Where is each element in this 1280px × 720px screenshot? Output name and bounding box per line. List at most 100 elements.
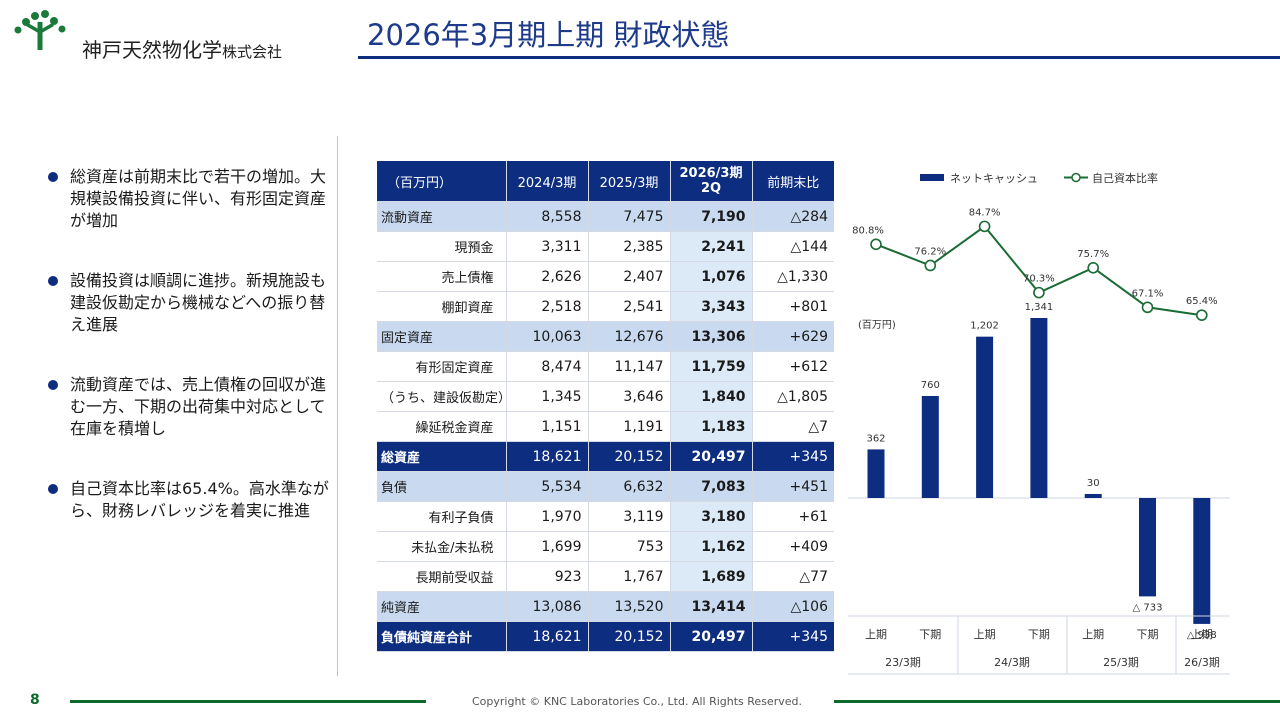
value-fy2026-2q: 11,759 [669,351,752,382]
equity-ratio-point [1087,261,1099,274]
equity-ratio-line-layer: 80.8% 76.2% 84.7% 70.3% 75.7% 67.1% 65.4% [852,207,1218,321]
balance-sheet-table: （百万円） 2024/3期 2025/3期 2026/3期 2Q 前期末比 流動資… [377,161,834,652]
table-row: 負債純資産合計 18,621 20,152 20,497 +345 [377,621,834,652]
row-label: 流動資産 [377,201,506,232]
value-fy2024: 3,311 [505,231,588,262]
value-fy2025: 2,385 [587,231,670,262]
value-change: +612 [751,351,834,382]
value-fy2026-2q: 1,689 [669,561,752,592]
row-label: （うち、建設仮勘定） [377,381,511,412]
value-fy2025: 3,119 [587,501,670,532]
table-row: 売上債権 2,626 2,407 1,076 △1,330 [377,261,834,292]
footer-rule-right [834,700,1280,703]
company-logo: 神戸天然物化学株式会社 [12,8,342,62]
value-fy2026-2q: 1,840 [669,381,752,412]
value-fy2024: 1,699 [505,531,588,562]
value-fy2025: 753 [587,531,670,562]
header-fy2025: 2025/3期 [587,161,670,202]
value-fy2025: 11,147 [587,351,670,382]
value-fy2026-2q: 20,497 [669,441,752,472]
tree-logo-icon [14,10,66,50]
company-name: 神戸天然物化学株式会社 [82,34,282,63]
bullet-dot-icon [48,276,58,286]
period-tick-label: 上期 [1082,628,1104,641]
table-row: 現預金 3,311 2,385 2,241 △144 [377,231,834,262]
table-row: 固定資産 10,063 12,676 13,306 +629 [377,321,834,352]
row-label: 総資産 [377,441,506,472]
company-name-main: 神戸天然物化学 [82,38,222,62]
net-cash-label: △ 938 [1187,630,1217,641]
table-row: 棚卸資産 2,518 2,541 3,343 +801 [377,291,834,322]
value-fy2024: 18,621 [505,441,588,472]
row-label: 固定資産 [377,321,506,352]
vertical-divider [337,136,338,676]
bullet-text: 総資産は前期末比で若干の増加。大規模設備投資に伴い、有形固定資産が増加 [70,167,327,230]
value-change: △1,805 [751,381,834,412]
value-change: △77 [751,561,834,592]
net-cash-label: 362 [866,433,885,444]
value-fy2025: 7,475 [587,201,670,232]
equity-ratio-label: 67.1% [1132,288,1164,299]
period-tick-label: 下期 [919,628,941,641]
header-fy2026-2q: 2026/3期 2Q [669,161,752,202]
row-label: 売上債権 [377,261,506,292]
table-row: 有形固定資産 8,474 11,147 11,759 +612 [377,351,834,382]
value-fy2026-2q: 2,241 [669,231,752,262]
value-fy2026-2q: 3,180 [669,501,752,532]
bullet-text: 流動資産では、売上債権の回収が進む一方、下期の出荷集中対応として在庫を積増し [70,375,327,438]
bullet-item: 設備投資は順調に進捗。新規施設も建設仮勘定から機械などへの振り替え進展 [46,270,331,336]
value-fy2025: 1,191 [587,411,670,442]
net-cash-label: △ 733 [1133,602,1163,613]
legend-net-cash-label: ネットキャッシュ [950,172,1038,185]
equity-ratio-label: 80.8% [852,225,884,236]
value-fy2026-2q: 1,162 [669,531,752,562]
equity-ratio-point [1141,301,1154,314]
net-cash-bar [921,395,939,498]
value-fy2024: 2,626 [505,261,588,292]
equity-ratio-point [978,220,991,233]
value-change: +409 [751,531,834,562]
value-change: △284 [751,201,834,232]
fiscal-year-label: 23/3期 [885,656,921,669]
table-body: 流動資産 8,558 7,475 7,190 △284 現預金 3,311 2,385 2,24… [377,201,834,652]
equity-ratio-label: 65.4% [1186,296,1218,307]
value-fy2024: 1,151 [505,411,588,442]
value-change: +629 [751,321,834,352]
row-label: 繰延税金資産 [377,411,506,442]
net-cash-equity-chart: ネットキャッシュ 自己資本比率 (百万円) 80.8% 76.2% 84.7% 70.3%… [848,171,1230,675]
row-label: 負債純資産合計 [377,621,506,652]
copyright: Copyright © KNC Laboratories Co., Ltd. A… [472,695,802,708]
net-cash-bar [1139,498,1156,597]
page-title: 2026年3月期上期 財政状態 [367,18,730,52]
value-fy2025: 6,632 [587,471,670,502]
value-fy2024: 1,970 [505,501,588,532]
value-fy2024: 10,063 [505,321,588,352]
net-cash-bar [867,449,885,498]
table-row: 負債 5,534 6,632 7,083 +451 [377,471,834,502]
header-change: 前期末比 [751,161,834,202]
value-fy2025: 3,646 [587,381,670,412]
value-change: +61 [751,501,834,532]
net-cash-label: 760 [921,380,940,391]
row-label: 有利子負債 [377,501,506,532]
bullet-dot-icon [48,484,58,494]
value-change: △144 [751,231,834,262]
value-fy2026-2q: 7,083 [669,471,752,502]
value-fy2025: 2,407 [587,261,670,292]
footer-rule-left [70,700,426,703]
value-change: +801 [751,291,834,322]
bullet-item: 自己資本比率は65.4%。高水準ながら、財務レバレッジを着実に推進 [46,478,331,522]
value-fy2024: 8,558 [505,201,588,232]
bullet-dot-icon [48,172,58,182]
value-fy2024: 1,345 [505,381,588,412]
equity-ratio-label: 70.3% [1023,274,1055,285]
table-row: 総資産 18,621 20,152 20,497 +345 [377,441,834,472]
value-change: +451 [751,471,834,502]
bullet-list: 総資産は前期末比で若干の増加。大規模設備投資に伴い、有形固定資産が増加 設備投資… [46,166,331,560]
fiscal-year-label: 24/3期 [994,656,1030,669]
fiscal-year-label: 25/3期 [1103,656,1139,669]
equity-ratio-point [1033,286,1045,299]
table-row: 長期前受収益 923 1,767 1,689 △77 [377,561,834,592]
value-fy2025: 1,767 [587,561,670,592]
equity-ratio-point [924,259,937,272]
